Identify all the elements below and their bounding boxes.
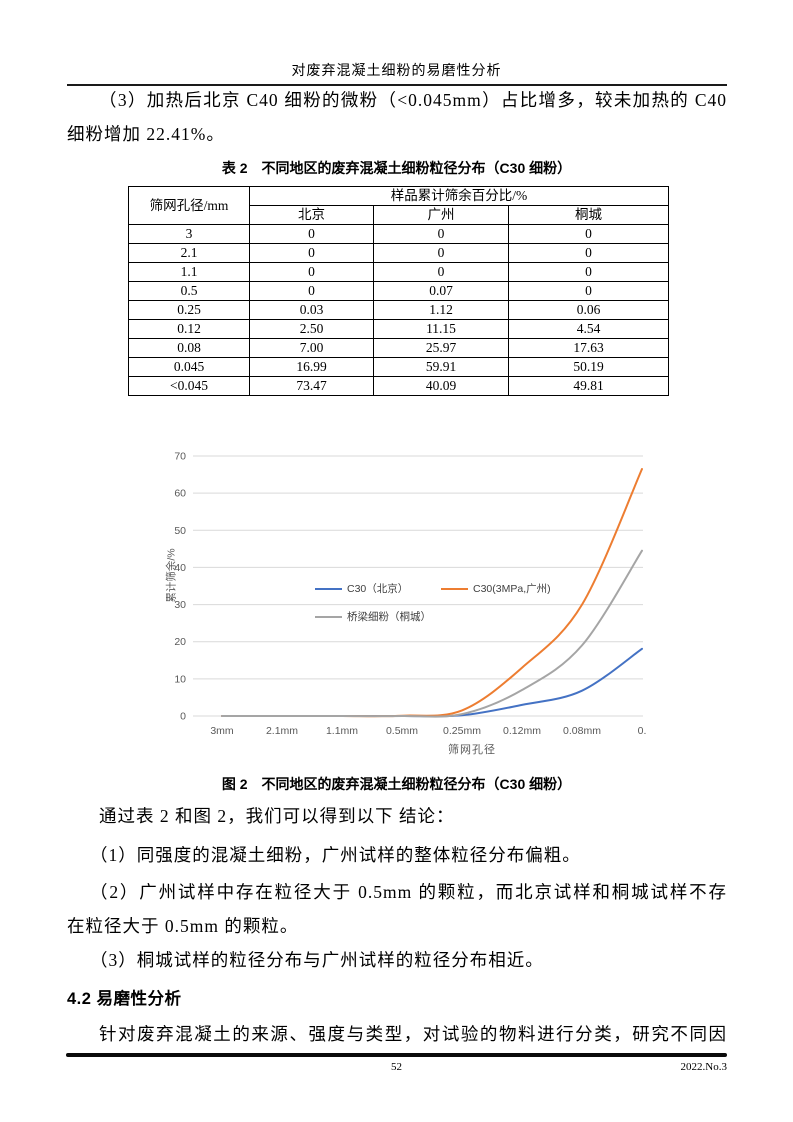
- conclusion-line-2b: 在粒径大于 0.5mm 的颗粒。: [67, 916, 299, 936]
- table-cell: 0: [249, 281, 374, 301]
- table-cell: 0: [508, 224, 669, 244]
- table-cell: 25.97: [373, 338, 509, 358]
- table-cell: 0.07: [373, 281, 509, 301]
- svg-text:0.25mm: 0.25mm: [443, 725, 481, 737]
- svg-text:1.1mm: 1.1mm: [326, 725, 358, 737]
- svg-text:0.12mm: 0.12mm: [503, 725, 541, 737]
- table-row: 0.5 0 0.07 0: [128, 281, 669, 301]
- section-paragraph-line: 针对废弃混凝土的来源、强度与类型，对试验的物料进行分类，研究不同因: [99, 1024, 727, 1044]
- table-cell: 40.09: [373, 376, 509, 396]
- figure-2-caption: 图 2 不同地区的废弃混凝土细粉粒径分布（C30 细粉）: [221, 776, 572, 792]
- svg-text:30: 30: [174, 599, 186, 611]
- table-2-caption: 表 2 不同地区的废弃混凝土细粉粒径分布（C30 细粉）: [221, 160, 572, 176]
- section-heading-4-2: 4.2 易磨性分析: [67, 990, 182, 1008]
- svg-text:0.5mm: 0.5mm: [386, 725, 418, 737]
- table-cell: 0.03: [249, 300, 374, 320]
- table-row: 0.08 7.00 25.97 17.63: [128, 338, 669, 358]
- footer-rule: [66, 1053, 727, 1057]
- table-cell: 0: [249, 224, 374, 244]
- table-cell: 49.81: [508, 376, 669, 396]
- table-row: 0.25 0.03 1.12 0.06: [128, 300, 669, 320]
- svg-text:10: 10: [174, 673, 186, 685]
- legend-item-c30-guangzhou: C30(3MPa,广州): [441, 581, 551, 596]
- footer-page-number: 52: [391, 1061, 402, 1073]
- svg-text:40: 40: [174, 562, 186, 574]
- conclusion-line-2a: （2）广州试样中存在粒径大于 0.5mm 的颗粒，而北京试样和桐城试样不存: [90, 882, 727, 902]
- table-row: <0.045 73.47 40.09 49.81: [128, 376, 669, 396]
- svg-text:0.08mm: 0.08mm: [563, 725, 601, 737]
- legend-label-c30-guangzhou: C30(3MPa,广州): [473, 583, 551, 595]
- table-cell: 1.12: [373, 300, 509, 320]
- table-header-group: 样品累计筛余百分比/%: [249, 186, 669, 206]
- table-cell: 7.00: [249, 338, 374, 358]
- figure-2-chart: 0 10 20 30 40 50 60 70 3mm 2.1mm 1.1mm 0.5mm 0.25mm 0…: [145, 438, 675, 770]
- svg-text:3mm: 3mm: [210, 725, 234, 737]
- table-cell: 0: [508, 243, 669, 263]
- table-cell: 0.5: [128, 281, 250, 301]
- table-row: 0.12 2.50 11.15 4.54: [128, 319, 669, 339]
- legend-item-c30-beijing: C30（北京）: [315, 581, 408, 596]
- table-subheader-guangzhou: 广州: [373, 205, 509, 225]
- table-cell: 0: [373, 224, 509, 244]
- footer-issue: 2022.No.3: [680, 1061, 727, 1073]
- table-cell: 0.12: [128, 319, 250, 339]
- legend-label-bridge-tongcheng: 桥梁细粉（桐城）: [347, 611, 431, 623]
- svg-text:20: 20: [174, 636, 186, 648]
- svg-text:50: 50: [174, 525, 186, 537]
- legend-line-sample-blue-icon: [315, 587, 342, 590]
- legend-line-sample-orange-icon: [441, 587, 468, 590]
- table-cell: 2.50: [249, 319, 374, 339]
- table-cell: 11.15: [373, 319, 509, 339]
- table-cell: 4.54: [508, 319, 669, 339]
- table-subheader-beijing: 北京: [249, 205, 374, 225]
- table-cell: 0: [508, 281, 669, 301]
- table-header-sieve-size: 筛网孔径/mm: [128, 186, 250, 225]
- table-subheader-tongcheng: 桐城: [508, 205, 669, 225]
- running-header-title: 对废弃混凝土细粉的易磨性分析: [291, 64, 502, 79]
- chart-plot-area: 0 10 20 30 40 50 60 70 3mm 2.1mm 1.1mm 0.5mm 0.25mm 0…: [174, 451, 647, 738]
- table-cell: 17.63: [508, 338, 669, 358]
- table-cell: <0.045: [128, 376, 250, 396]
- conclusion-line-1: （1）同强度的混凝土细粉，广州试样的整体粒径分布偏粗。: [90, 845, 581, 865]
- legend-label-c30-beijing: C30（北京）: [347, 583, 409, 595]
- table-cell: 50.19: [508, 357, 669, 377]
- intro-line-1: （3）加热后北京 C40 细粉的微粉（<0.045mm）占比增多，较未加热的 C…: [99, 90, 727, 110]
- legend-line-sample-gray-icon: [315, 615, 342, 618]
- chart-y-axis-title: 累计筛余/%: [165, 548, 178, 603]
- header-rule: [67, 84, 727, 86]
- svg-text:0: 0: [180, 711, 186, 723]
- svg-text:2.1mm: 2.1mm: [266, 725, 298, 737]
- table-cell: 0.08: [128, 338, 250, 358]
- table-row: 2.1 0 0 0: [128, 243, 669, 263]
- table-cell: 0: [249, 262, 374, 282]
- conclusion-line-3: （3）桐城试样的粒径分布与广州试样的粒径分布相近。: [90, 950, 544, 970]
- intro-line-2: 细粉增加 22.41%。: [67, 124, 225, 144]
- svg-text:0.: 0.: [638, 725, 647, 737]
- table-cell: 0: [373, 243, 509, 263]
- legend-item-bridge-tongcheng: 桥梁细粉（桐城）: [315, 609, 431, 624]
- table-cell: 59.91: [373, 357, 509, 377]
- table-cell: 73.47: [249, 376, 374, 396]
- chart-x-axis-title: 筛网孔径: [448, 744, 496, 756]
- table-row: 1.1 0 0 0: [128, 262, 669, 282]
- table-cell: 2.1: [128, 243, 250, 263]
- table-cell: 0: [508, 262, 669, 282]
- table-cell: 3: [128, 224, 250, 244]
- table-cell: 0.045: [128, 357, 250, 377]
- table-cell: 0.06: [508, 300, 669, 320]
- table-cell: 0: [249, 243, 374, 263]
- table-cell: 0: [373, 262, 509, 282]
- grain-size-table: 筛网孔径/mm 样品累计筛余百分比/% 北京 广州 桐城 3 0 0 0 2.1 0 0 0 1…: [128, 186, 669, 396]
- table-cell: 16.99: [249, 357, 374, 377]
- table-cell: 1.1: [128, 262, 250, 282]
- conclusion-intro-line: 通过表 2 和图 2，我们可以得到以下 结论：: [99, 806, 455, 826]
- svg-text:60: 60: [174, 488, 186, 500]
- table-row: 0.045 16.99 59.91 50.19: [128, 357, 669, 377]
- svg-text:70: 70: [174, 451, 186, 463]
- table-cell: 0.25: [128, 300, 250, 320]
